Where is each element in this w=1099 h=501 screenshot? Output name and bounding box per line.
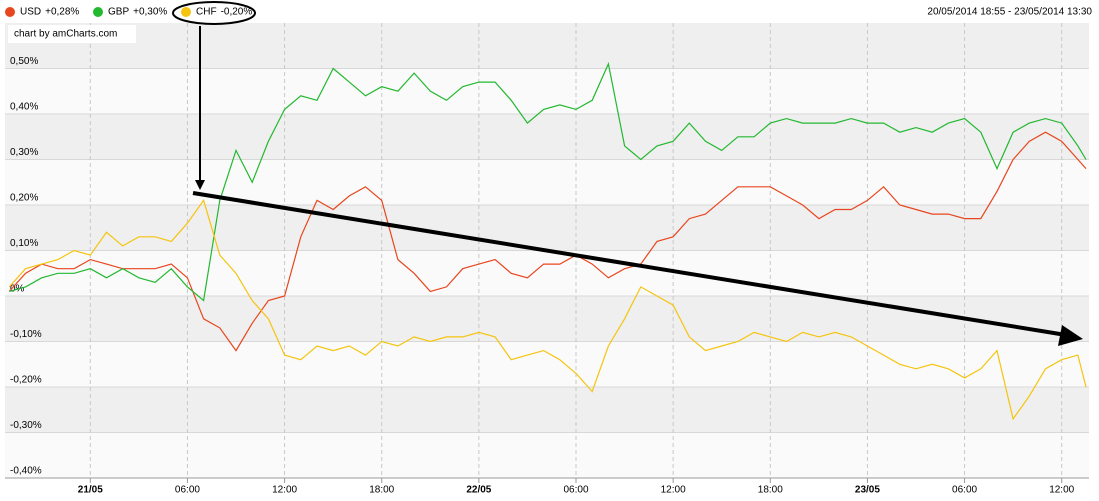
y-tick-label: -0,10% [10,329,42,340]
y-tick-label: 0,30% [10,147,38,158]
legend-value: +0,30% [133,7,167,18]
plot-band [5,296,1089,342]
legend-value: +0,28% [45,7,79,18]
plot-band [5,114,1089,160]
x-tick-label: 06:00 [563,485,588,496]
x-tick-label: 12:00 [272,485,297,496]
plot-band [5,387,1089,433]
y-tick-label: 0,20% [10,193,38,204]
plot-band [5,250,1089,296]
legend-value: -0,20% [221,7,253,18]
y-tick-label: 0,40% [10,102,38,113]
plot-band [5,159,1089,205]
x-tick-label: 21/05 [78,485,103,496]
plot-band [5,23,1089,69]
legend-marker [5,7,15,17]
legend-marker [181,7,191,17]
credit: chart by amCharts.com [14,29,117,40]
y-tick-label: -0,20% [10,375,42,386]
x-tick-label: 23/05 [855,485,880,496]
series-line [9,61,1087,302]
y-tick-label: 0,10% [10,238,38,249]
x-tick-label: 12:00 [1049,485,1074,496]
plot-band [5,205,1089,251]
legend-label: USD [20,7,41,18]
annotation-trend-arrowhead [1058,325,1083,346]
y-tick-label: -0,40% [10,466,42,477]
y-tick-label: -0,30% [10,420,42,431]
x-tick-label: 18:00 [369,485,394,496]
plot-band [5,432,1089,478]
credit-box [8,25,136,43]
x-tick-label: 22/05 [466,485,491,496]
x-tick-label: 12:00 [661,485,686,496]
series-line [8,199,1087,421]
legend-label: GBP [108,7,129,18]
annotation-trend-arrow [192,191,1067,337]
annotation-arrowhead [195,180,205,190]
range-label: 20/05/2014 18:55 - 23/05/2014 13:30 [927,7,1092,18]
annotation-ellipse [172,1,256,25]
plot-band [5,68,1089,114]
series-line [8,131,1087,352]
y-tick-label: 0,50% [10,56,38,67]
legend-label: CHF [196,7,217,18]
plot-band [5,341,1089,387]
legend-marker [93,7,103,17]
x-tick-label: 06:00 [952,485,977,496]
x-tick-label: 06:00 [175,485,200,496]
x-tick-label: 18:00 [758,485,783,496]
